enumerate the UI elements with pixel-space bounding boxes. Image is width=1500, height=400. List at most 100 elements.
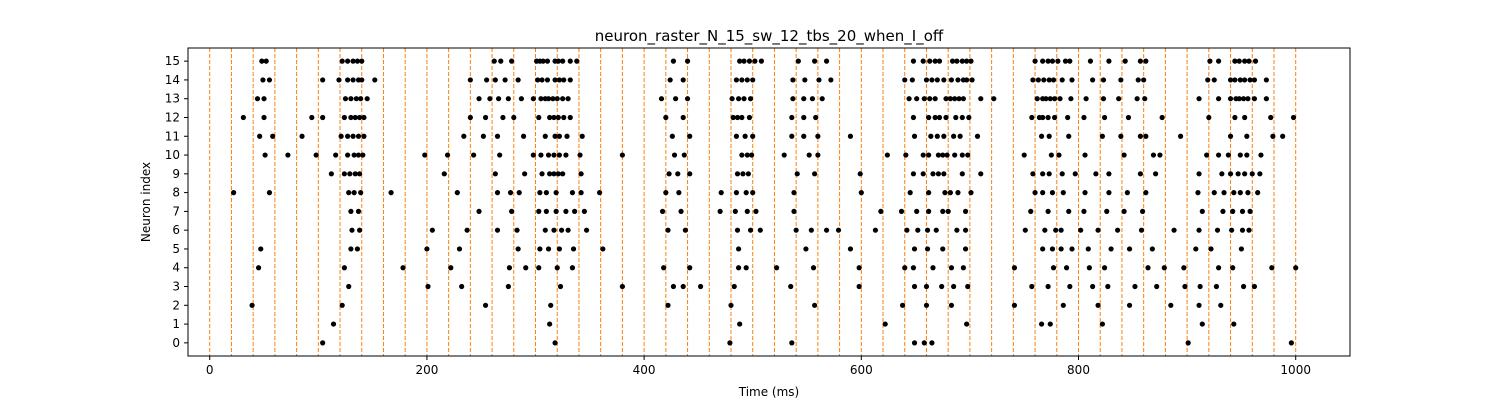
spike-point	[941, 171, 947, 177]
spike-point	[903, 152, 909, 158]
spike-point	[422, 152, 428, 158]
spike-point	[547, 114, 553, 121]
spike-point	[538, 96, 544, 102]
y-tick-label: 10	[165, 148, 180, 162]
spike-point	[255, 265, 262, 271]
spike-point	[467, 77, 473, 83]
spike-point	[717, 208, 723, 214]
spike-point	[1086, 265, 1092, 271]
spike-point	[934, 77, 940, 83]
spike-point	[687, 171, 693, 177]
spike-point	[1040, 114, 1046, 121]
spike-point	[906, 96, 912, 102]
spike-point	[1137, 133, 1144, 139]
spike-point	[910, 265, 917, 271]
spike-point	[596, 190, 603, 196]
spike-point	[1095, 302, 1101, 308]
spike-point	[487, 96, 493, 102]
spike-point	[555, 171, 561, 177]
spike-point	[733, 190, 740, 196]
spike-point	[923, 302, 930, 308]
spike-point	[492, 171, 498, 177]
spike-markers	[231, 58, 1299, 346]
spike-point	[495, 96, 502, 102]
spike-point	[930, 265, 936, 271]
spike-point	[914, 208, 920, 214]
spike-point	[1244, 133, 1250, 139]
spike-point	[522, 171, 528, 177]
spike-point	[718, 190, 724, 196]
spike-point	[758, 58, 764, 64]
spike-point	[1159, 114, 1165, 121]
spike-point	[539, 171, 545, 177]
spike-point	[734, 171, 741, 177]
plot-frame	[187, 47, 1351, 357]
spike-point	[556, 152, 563, 158]
spike-point	[351, 152, 357, 158]
spike-point	[1118, 77, 1124, 83]
spike-point	[558, 227, 565, 233]
spike-point	[680, 283, 686, 290]
spike-point	[930, 171, 936, 177]
spike-point	[747, 227, 754, 233]
spike-point	[735, 265, 742, 271]
spike-point	[249, 302, 255, 308]
spike-point	[1181, 265, 1187, 271]
spike-point	[572, 208, 578, 214]
spike-point	[978, 96, 984, 102]
spike-point	[359, 58, 365, 64]
spike-point	[750, 190, 756, 196]
spike-point	[684, 96, 691, 102]
spike-point	[749, 152, 755, 158]
spike-point	[536, 208, 542, 214]
spike-point	[1229, 227, 1235, 233]
spike-point	[544, 58, 551, 64]
spike-point	[926, 152, 932, 158]
spike-point	[945, 208, 951, 214]
spike-point	[661, 265, 667, 271]
spike-point	[743, 265, 749, 271]
spike-point	[550, 96, 556, 102]
spike-point	[356, 114, 363, 121]
spike-point	[675, 171, 681, 177]
spike-point	[1072, 171, 1078, 177]
spike-point	[564, 133, 570, 139]
spike-point	[350, 133, 356, 139]
spike-point	[794, 171, 800, 177]
spike-point	[565, 227, 571, 233]
spike-point	[482, 114, 489, 121]
spike-point	[1034, 96, 1040, 102]
spike-point	[835, 227, 842, 233]
spike-point	[941, 133, 947, 139]
spike-point	[542, 227, 548, 233]
spike-point	[682, 227, 688, 233]
spike-point	[1213, 283, 1220, 290]
spike-point	[1083, 96, 1089, 102]
spike-point	[742, 133, 748, 139]
spike-point	[1135, 77, 1141, 83]
spike-point	[354, 58, 361, 64]
spike-point	[1199, 208, 1205, 214]
spike-point	[750, 77, 756, 83]
spike-point	[444, 152, 451, 158]
spike-point	[1239, 208, 1246, 214]
spike-point	[935, 152, 942, 158]
spike-point	[947, 96, 953, 102]
spike-point	[619, 152, 625, 158]
spike-point	[812, 58, 818, 64]
spike-point	[333, 152, 339, 158]
spike-point	[948, 265, 955, 271]
spike-point	[810, 265, 817, 271]
spike-point	[790, 96, 796, 102]
spike-point	[339, 58, 345, 64]
spike-point	[507, 190, 514, 196]
spike-point	[943, 96, 949, 102]
spike-point	[1268, 114, 1274, 121]
spike-point	[665, 227, 671, 233]
spike-point	[1242, 77, 1248, 83]
spike-point	[538, 152, 544, 158]
spike-point	[904, 227, 910, 233]
spike-point	[557, 283, 564, 290]
spike-point	[1100, 77, 1107, 83]
